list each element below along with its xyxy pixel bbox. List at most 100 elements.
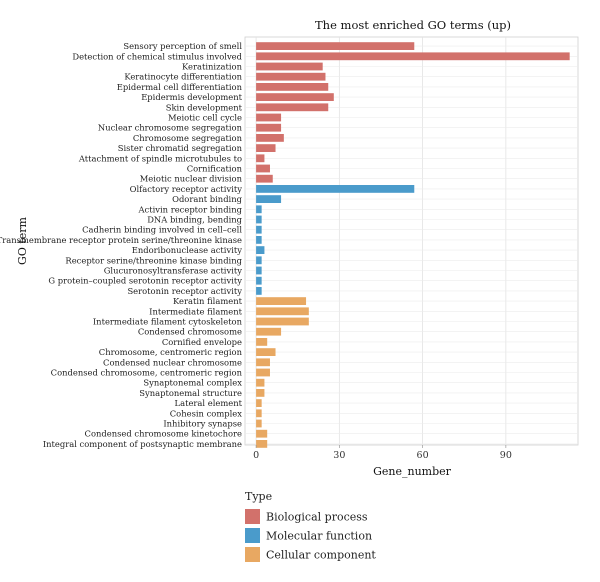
bar [256, 174, 273, 183]
x-tick-labels: 0 30 60 90 [253, 445, 512, 461]
bar [256, 185, 415, 193]
bar [256, 103, 329, 112]
category-label: Nuclear chromosome segregation [98, 123, 243, 133]
bar [256, 368, 270, 377]
category-label: Transmembrane receptor protein serine/th… [0, 235, 242, 245]
category-label: Inhibitory synapse [163, 419, 242, 429]
bar [256, 134, 284, 142]
bar [256, 317, 309, 326]
category-label: Synaptonemal complex [143, 378, 242, 388]
bar [256, 113, 282, 122]
bar [256, 225, 262, 234]
bar [256, 389, 265, 397]
grid-lines [245, 37, 578, 445]
plot-panel [244, 36, 579, 446]
bar [256, 205, 262, 214]
bar [256, 429, 268, 438]
bar [256, 287, 262, 295]
category-label: Cadherin binding involved in cell–cell [82, 225, 242, 235]
category-label: Endoribonuclease activity [132, 245, 243, 255]
category-label: G protein–coupled serotonin receptor act… [48, 276, 242, 286]
bar [256, 419, 262, 428]
category-label: Chromosome segregation [133, 133, 243, 143]
category-label: Intermediate filament [149, 306, 242, 316]
legend-swatch [245, 528, 260, 543]
category-label: Meiotic cell cycle [168, 113, 242, 123]
category-label: Condensed chromosome kinetochore [85, 429, 242, 439]
bar [256, 297, 307, 305]
category-label: Keratin filament [173, 296, 243, 306]
category-label: Synaptonemal structure [139, 388, 242, 398]
bar [256, 72, 326, 81]
category-label: Glucuronosyltransferase activity [104, 266, 243, 276]
legend-label: Cellular component [266, 549, 376, 562]
bar [256, 327, 282, 336]
bar [256, 338, 268, 346]
bar [256, 83, 329, 91]
bar [256, 123, 282, 132]
chart-title: The most enriched GO terms (up) [315, 18, 511, 32]
category-label: Sensory perception of smell [123, 41, 242, 51]
bar [256, 195, 282, 203]
bar [256, 409, 262, 418]
category-label: Attachment of spindle microtubules to [78, 153, 242, 163]
bar [256, 93, 334, 101]
category-label: Serotonin receptor activity [127, 286, 242, 296]
category-label: Lateral element [175, 398, 243, 408]
bar [256, 236, 262, 244]
bar [256, 215, 262, 224]
bar [256, 266, 262, 275]
bar [256, 378, 265, 387]
category-label: Odorant binding [172, 194, 243, 204]
category-label: Chromosome, centromeric region [99, 347, 243, 357]
bar [256, 307, 309, 316]
category-label: Sister chromatid segregation [118, 143, 243, 153]
bar [256, 42, 415, 50]
bar [256, 52, 570, 61]
category-label: DNA binding, bending [147, 215, 242, 225]
category-label: Cornification [187, 164, 243, 174]
x-tick-label: 0 [253, 450, 259, 461]
legend-swatch [245, 547, 260, 562]
bar [256, 348, 276, 356]
category-label: Skin development [166, 102, 243, 112]
category-label: Keratinization [182, 62, 243, 72]
category-label: Epidermis development [141, 92, 242, 102]
category-label: Cohesin complex [170, 408, 243, 418]
category-label: Cornified envelope [162, 337, 242, 347]
category-label: Integral component of postsynaptic membr… [43, 439, 242, 449]
bar [256, 164, 270, 173]
legend-title: Type [245, 490, 272, 503]
x-tick-label: 60 [417, 450, 429, 461]
bar [256, 144, 276, 152]
bar [256, 256, 262, 265]
x-axis-label: Gene_number [373, 465, 452, 478]
bar [256, 358, 270, 367]
bar [256, 399, 262, 407]
bar [256, 440, 268, 448]
category-label: Intermediate filament cytoskeleton [93, 317, 243, 327]
category-label: Meiotic nuclear division [140, 174, 243, 184]
category-label: Condensed nuclear chromosome [103, 357, 242, 367]
category-label: Activin receptor binding [137, 204, 242, 214]
legend-label: Molecular function [266, 530, 372, 543]
category-label: Detection of chemical stimulus involved [72, 51, 242, 61]
category-label: Condensed chromosome, centromeric region [51, 368, 243, 378]
bar [256, 62, 323, 71]
bar [256, 276, 262, 285]
bar [256, 154, 265, 163]
category-label: Receptor serine/threonine kinase binding [65, 255, 242, 265]
category-label: Epidermal cell differentiation [117, 82, 243, 92]
legend-swatch [245, 509, 260, 524]
legend-label: Biological process [266, 511, 368, 524]
legend: Type Biological process Molecular functio… [245, 490, 376, 562]
category-label: Condensed chromosome [138, 327, 242, 337]
category-label: Keratinocyte differentiation [124, 72, 242, 82]
bar [256, 246, 265, 254]
bars-group [256, 42, 570, 448]
category-label: Olfactory receptor activity [130, 184, 243, 194]
x-tick-label: 30 [333, 450, 345, 461]
y-axis-label: GO term [16, 216, 29, 264]
